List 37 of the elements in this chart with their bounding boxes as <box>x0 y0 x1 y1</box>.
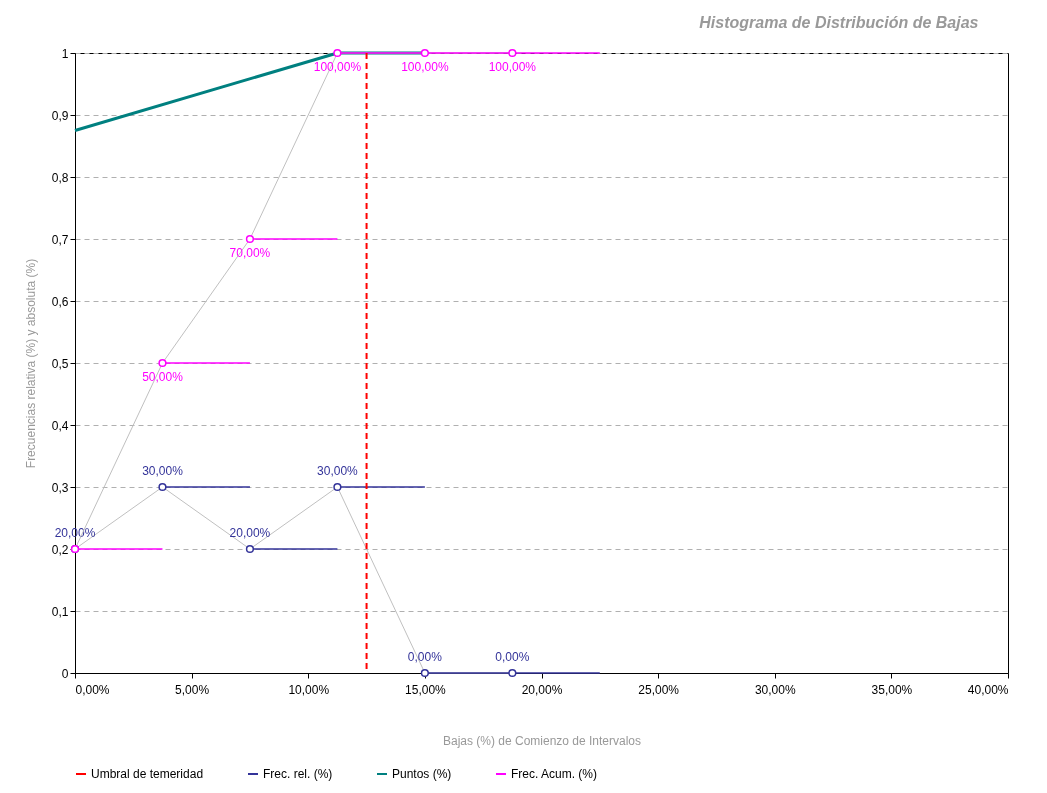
x-tick-label: 30,00% <box>754 682 796 697</box>
y-tick-label: 0,2 <box>51 542 69 557</box>
y-tick-label: 0,1 <box>51 604 69 619</box>
y-tick-label: 0,3 <box>51 480 69 495</box>
legend-label: Puntos (%) <box>392 767 452 781</box>
data-label: 100,00% <box>401 60 449 74</box>
x-tick-label: 35,00% <box>871 682 913 697</box>
x-tick-label: 5,00% <box>175 682 210 697</box>
x-axis-title: Bajas (%) de Comienzo de Intervalos <box>442 733 642 748</box>
y-tick-label: 0,8 <box>51 170 69 185</box>
data-label: 0,00% <box>495 650 530 664</box>
x-tick-label: 15,00% <box>405 682 447 697</box>
y-tick-label: 0,5 <box>51 356 69 371</box>
y-axis-title: Frecuencias relativa (%) y absoluta (%) <box>23 258 38 469</box>
chart-title: Histograma de Distribución de Bajas <box>699 13 979 31</box>
legend-label: Frec. Acum. (%) <box>511 767 598 781</box>
y-tick-label: 0,9 <box>51 108 69 123</box>
y-tick-label: 0,4 <box>51 418 69 433</box>
x-tick-label: 0,00% <box>75 682 110 697</box>
data-label: 70,00% <box>229 246 271 260</box>
legend-label: Umbral de temeridad <box>91 767 204 781</box>
y-tick-label: 0,7 <box>51 232 69 247</box>
data-label: 20,00% <box>229 526 271 540</box>
data-label: 0,00% <box>407 650 443 664</box>
x-tick-label: 10,00% <box>288 682 330 697</box>
data-label: 30,00% <box>317 464 359 478</box>
x-tick-label: 20,00% <box>521 682 563 697</box>
y-tick-label: 0 <box>61 666 69 681</box>
legend-label: Frec. rel. (%) <box>263 767 333 781</box>
y-tick-label: 1 <box>61 46 69 61</box>
x-tick-label: 25,00% <box>638 682 680 697</box>
data-label: 100,00% <box>488 60 537 74</box>
y-tick-label: 0,6 <box>51 294 69 309</box>
data-label: 100,00% <box>313 60 362 74</box>
x-tick-label: 40,00% <box>967 682 1009 697</box>
data-label: 50,00% <box>142 370 184 384</box>
data-label: 30,00% <box>142 464 184 478</box>
